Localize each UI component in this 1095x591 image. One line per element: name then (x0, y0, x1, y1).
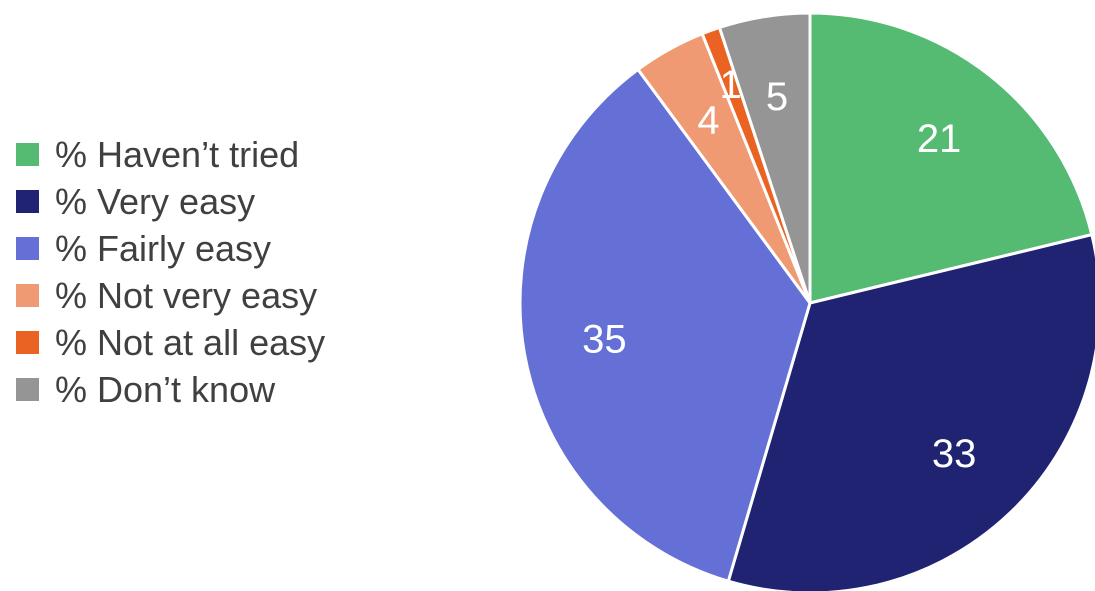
legend-label: % Not very easy (55, 274, 318, 316)
pie-slice (808, 11, 1094, 305)
legend-swatch (16, 143, 39, 166)
legend-item: % Not at all easy (16, 319, 325, 366)
legend-item: % Don’t know (16, 366, 325, 413)
legend-item: % Very easy (16, 178, 325, 225)
pie-slice (518, 67, 812, 583)
legend-label: % Very easy (55, 180, 256, 222)
chart-legend: % Haven’t tried % Very easy % Fairly easy%… (16, 131, 325, 413)
legend-label: % Haven’t tried (55, 133, 300, 175)
legend-swatch (16, 378, 39, 401)
slice-data-label: 4 (697, 99, 719, 143)
legend-swatch (16, 190, 39, 213)
slice-data-label: 33 (932, 432, 977, 476)
legend-label: % Not at all easy (55, 321, 326, 363)
legend-label: % Don’t know (55, 368, 276, 410)
legend-swatch (16, 237, 39, 260)
slice-data-label: 35 (582, 317, 627, 361)
slice-data-label: 21 (917, 117, 962, 161)
pie-slice (718, 11, 812, 305)
legend-item: % Not very easy (16, 272, 325, 319)
legend-item: % Fairly easy (16, 225, 325, 272)
slice-data-label: 5 (766, 75, 788, 119)
legend-swatch (16, 331, 39, 354)
legend-label: % Fairly easy (55, 227, 272, 269)
legend-swatch (16, 284, 39, 307)
legend-item: % Haven’t tried (16, 131, 325, 178)
pie-slice (726, 233, 1095, 591)
